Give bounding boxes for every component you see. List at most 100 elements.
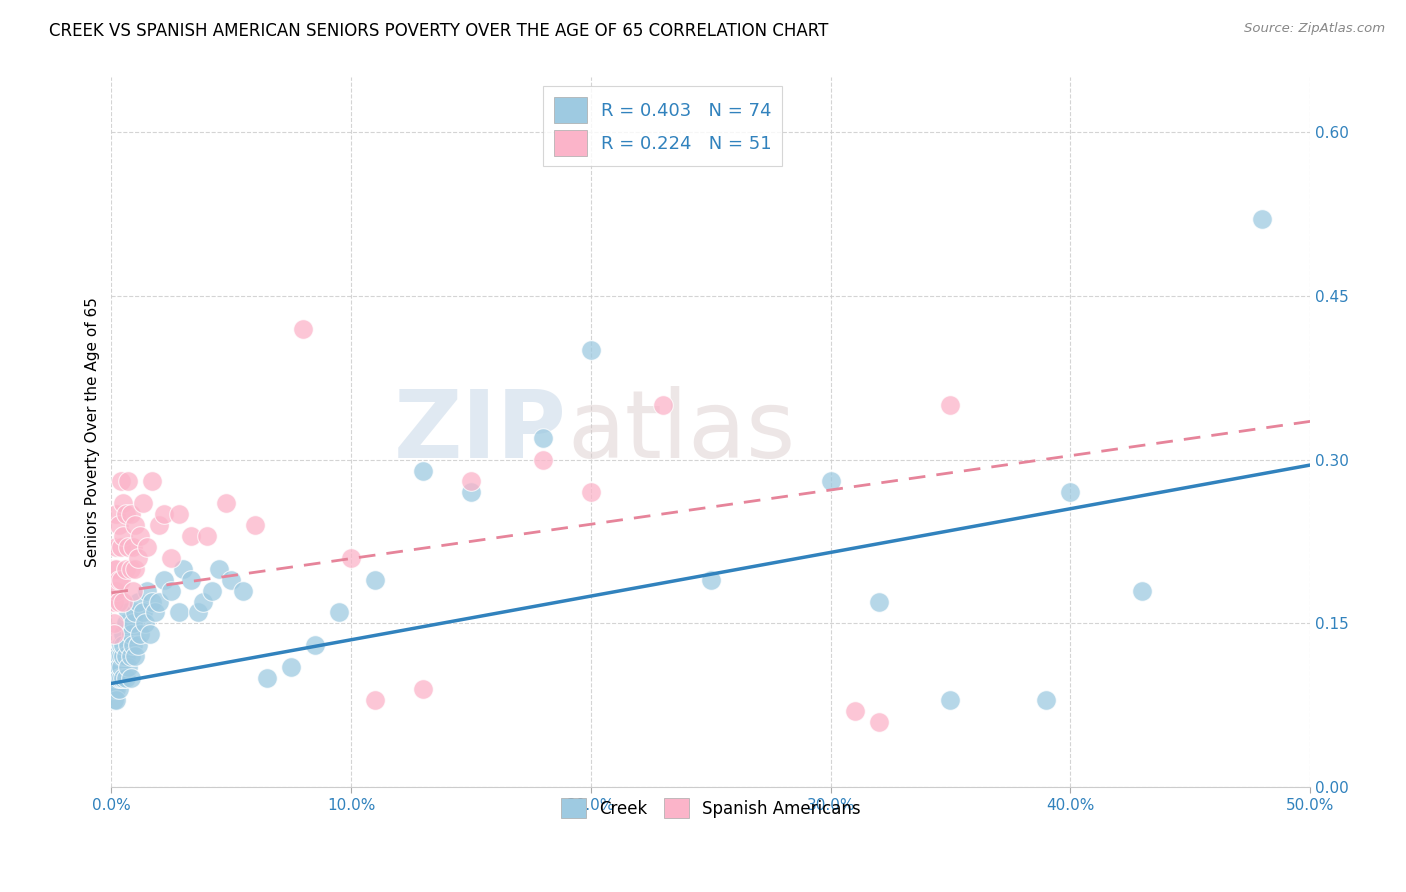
Point bbox=[122, 583, 145, 598]
Point bbox=[364, 693, 387, 707]
Point bbox=[1059, 485, 1081, 500]
Point bbox=[153, 507, 176, 521]
Point bbox=[141, 475, 163, 489]
Point bbox=[131, 606, 153, 620]
Point bbox=[107, 671, 129, 685]
Point bbox=[105, 671, 128, 685]
Point bbox=[160, 583, 183, 598]
Point bbox=[105, 681, 128, 696]
Point bbox=[110, 671, 132, 685]
Point bbox=[412, 463, 434, 477]
Legend: Creek, Spanish Americans: Creek, Spanish Americans bbox=[554, 791, 868, 825]
Point bbox=[136, 583, 159, 598]
Point bbox=[136, 540, 159, 554]
Point bbox=[127, 594, 149, 608]
Point bbox=[195, 529, 218, 543]
Point bbox=[122, 638, 145, 652]
Point bbox=[412, 681, 434, 696]
Point bbox=[117, 540, 139, 554]
Point bbox=[105, 583, 128, 598]
Point bbox=[579, 343, 602, 358]
Point bbox=[939, 398, 962, 412]
Point bbox=[304, 638, 326, 652]
Point bbox=[245, 518, 267, 533]
Point bbox=[103, 693, 125, 707]
Point bbox=[105, 540, 128, 554]
Point bbox=[340, 550, 363, 565]
Point bbox=[208, 562, 231, 576]
Point bbox=[110, 660, 132, 674]
Y-axis label: Seniors Poverty Over the Age of 65: Seniors Poverty Over the Age of 65 bbox=[86, 297, 100, 567]
Point bbox=[120, 649, 142, 664]
Point bbox=[117, 475, 139, 489]
Point bbox=[103, 671, 125, 685]
Text: ZIP: ZIP bbox=[394, 386, 567, 478]
Point bbox=[129, 529, 152, 543]
Point bbox=[141, 594, 163, 608]
Point bbox=[124, 649, 146, 664]
Point bbox=[112, 671, 135, 685]
Point bbox=[107, 681, 129, 696]
Point bbox=[127, 638, 149, 652]
Point bbox=[460, 485, 482, 500]
Point bbox=[103, 627, 125, 641]
Point bbox=[579, 485, 602, 500]
Point bbox=[107, 649, 129, 664]
Point bbox=[131, 496, 153, 510]
Point bbox=[103, 616, 125, 631]
Point bbox=[820, 475, 842, 489]
Point bbox=[134, 616, 156, 631]
Point bbox=[112, 649, 135, 664]
Point bbox=[105, 649, 128, 664]
Point bbox=[180, 573, 202, 587]
Point bbox=[105, 660, 128, 674]
Point bbox=[280, 660, 302, 674]
Point bbox=[103, 660, 125, 674]
Point bbox=[110, 573, 132, 587]
Point bbox=[167, 507, 190, 521]
Point bbox=[219, 573, 242, 587]
Point bbox=[105, 671, 128, 685]
Point bbox=[117, 606, 139, 620]
Point bbox=[110, 540, 132, 554]
Point bbox=[939, 693, 962, 707]
Text: Source: ZipAtlas.com: Source: ZipAtlas.com bbox=[1244, 22, 1385, 36]
Point bbox=[139, 627, 162, 641]
Point bbox=[868, 594, 890, 608]
Point bbox=[124, 518, 146, 533]
Point bbox=[148, 518, 170, 533]
Point bbox=[124, 606, 146, 620]
Point bbox=[103, 681, 125, 696]
Point bbox=[110, 649, 132, 664]
Text: CREEK VS SPANISH AMERICAN SENIORS POVERTY OVER THE AGE OF 65 CORRELATION CHART: CREEK VS SPANISH AMERICAN SENIORS POVERT… bbox=[49, 22, 828, 40]
Point bbox=[105, 562, 128, 576]
Point bbox=[105, 693, 128, 707]
Point bbox=[112, 627, 135, 641]
Point bbox=[107, 594, 129, 608]
Point bbox=[105, 507, 128, 521]
Point bbox=[868, 714, 890, 729]
Point bbox=[172, 562, 194, 576]
Point bbox=[114, 507, 136, 521]
Point bbox=[1130, 583, 1153, 598]
Point bbox=[460, 475, 482, 489]
Point bbox=[112, 529, 135, 543]
Point bbox=[117, 660, 139, 674]
Point bbox=[120, 627, 142, 641]
Point bbox=[844, 704, 866, 718]
Point bbox=[215, 496, 238, 510]
Point bbox=[110, 475, 132, 489]
Point bbox=[117, 638, 139, 652]
Point bbox=[107, 573, 129, 587]
Point bbox=[1251, 212, 1274, 227]
Point bbox=[112, 594, 135, 608]
Point bbox=[127, 550, 149, 565]
Point bbox=[651, 398, 673, 412]
Point bbox=[107, 671, 129, 685]
Point bbox=[256, 671, 278, 685]
Point bbox=[531, 452, 554, 467]
Point bbox=[328, 606, 350, 620]
Point bbox=[112, 496, 135, 510]
Point bbox=[120, 507, 142, 521]
Point bbox=[122, 540, 145, 554]
